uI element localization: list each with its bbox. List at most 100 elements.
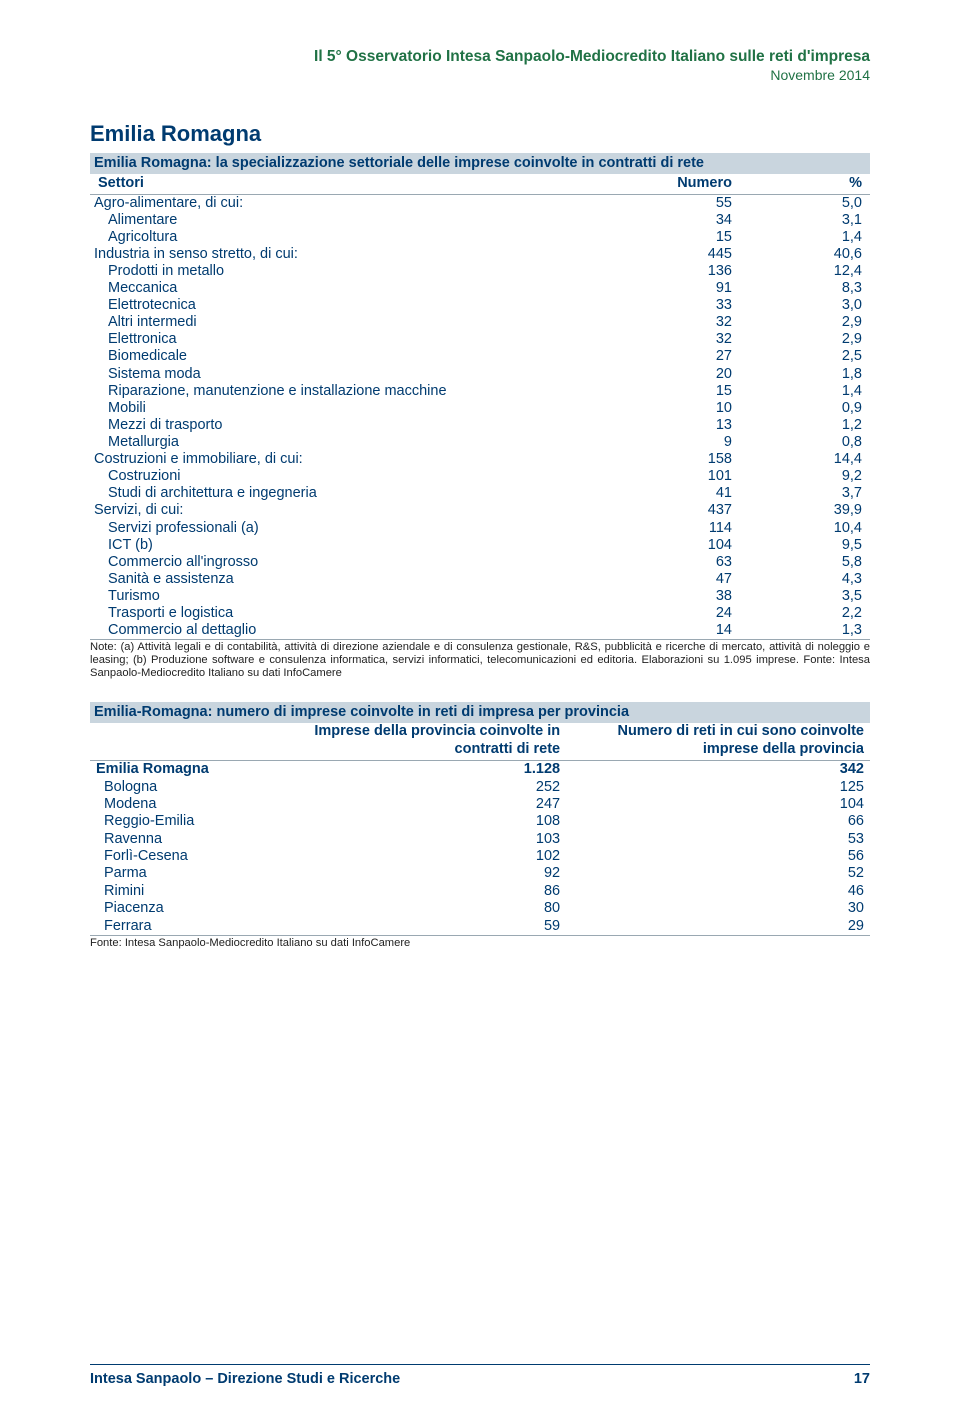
table-row: Meccanica918,3 [90,280,870,297]
row-label: Metallurgia [90,434,610,451]
row-percent: 1,8 [740,366,870,383]
row-label: Agricoltura [90,229,610,246]
row-label: Biomedicale [90,348,610,365]
footer: Intesa Sanpaolo – Direzione Studi e Rice… [90,1364,870,1387]
table1-note: Note: (a) Attività legali e di contabili… [90,641,870,680]
table-row: Bologna252125 [90,779,870,796]
table-row: Servizi, di cui:43739,9 [90,502,870,519]
table-row: Commercio all'ingrosso635,8 [90,554,870,571]
row-label: Mezzi di trasporto [90,417,610,434]
row-reti: 66 [566,813,870,830]
row-reti: 52 [566,865,870,882]
table-row: Forlì-Cesena10256 [90,848,870,865]
table2-header-row: Imprese della provincia coinvolte in con… [90,723,870,760]
row-label: Commercio al dettaglio [90,622,610,640]
row-reti: 29 [566,918,870,936]
row-numero: 47 [610,571,740,588]
table-row: Costruzioni1019,2 [90,468,870,485]
row-reti: 53 [566,831,870,848]
row-numero: 10 [610,400,740,417]
table1-header-row: Settori Numero % [90,174,870,194]
table-row: Ferrara5929 [90,918,870,936]
page-number: 17 [854,1371,870,1387]
row-percent: 1,4 [740,383,870,400]
table-row: Emilia Romagna1.128342 [90,761,870,779]
row-numero: 104 [610,537,740,554]
row-label: Industria in senso stretto, di cui: [90,246,610,263]
row-imprese: 92 [262,865,566,882]
table-row: Reggio-Emilia10866 [90,813,870,830]
t1-col-percent: % [740,174,870,194]
table-row: Biomedicale272,5 [90,348,870,365]
row-percent: 10,4 [740,520,870,537]
row-label: Ravenna [90,831,262,848]
row-numero: 38 [610,588,740,605]
row-label: Parma [90,865,262,882]
row-percent: 8,3 [740,280,870,297]
row-numero: 41 [610,485,740,502]
row-imprese: 247 [262,796,566,813]
header-date: Novembre 2014 [90,67,870,83]
row-numero: 15 [610,229,740,246]
row-label: Bologna [90,779,262,796]
table-row: Elettronica322,9 [90,331,870,348]
row-reti: 342 [566,761,870,779]
page: Il 5° Osservatorio Intesa Sanpaolo-Medio… [0,0,960,1421]
row-numero: 13 [610,417,740,434]
table-row: Modena247104 [90,796,870,813]
row-percent: 40,6 [740,246,870,263]
table2: Imprese della provincia coinvolte in con… [90,723,870,936]
table-row: Ravenna10353 [90,831,870,848]
row-label: Rimini [90,883,262,900]
row-numero: 27 [610,348,740,365]
running-header: Il 5° Osservatorio Intesa Sanpaolo-Medio… [90,48,870,83]
row-label: Commercio all'ingrosso [90,554,610,571]
table-row: Servizi professionali (a)11410,4 [90,520,870,537]
row-imprese: 1.128 [262,761,566,779]
row-label: ICT (b) [90,537,610,554]
section-title: Emilia Romagna [90,121,870,147]
row-reti: 46 [566,883,870,900]
row-percent: 14,4 [740,451,870,468]
table-row: Elettrotecnica333,0 [90,297,870,314]
table-row: Prodotti in metallo13612,4 [90,263,870,280]
table1-title: Emilia Romagna: la specializzazione sett… [90,153,870,174]
row-imprese: 59 [262,918,566,936]
table-row: Costruzioni e immobiliare, di cui:15814,… [90,451,870,468]
row-label: Altri intermedi [90,314,610,331]
row-numero: 24 [610,605,740,622]
row-percent: 0,8 [740,434,870,451]
table-row: Altri intermedi322,9 [90,314,870,331]
row-percent: 3,1 [740,212,870,229]
row-label: Servizi professionali (a) [90,520,610,537]
row-label: Turismo [90,588,610,605]
table2-note: Fonte: Intesa Sanpaolo-Mediocredito Ital… [90,937,870,950]
row-numero: 114 [610,520,740,537]
row-label: Sanità e assistenza [90,571,610,588]
row-numero: 437 [610,502,740,519]
row-label: Riparazione, manutenzione e installazion… [90,383,610,400]
row-label: Costruzioni e immobiliare, di cui: [90,451,610,468]
row-numero: 63 [610,554,740,571]
row-label: Elettrotecnica [90,297,610,314]
row-percent: 5,8 [740,554,870,571]
row-percent: 2,2 [740,605,870,622]
row-label: Costruzioni [90,468,610,485]
row-percent: 12,4 [740,263,870,280]
row-label: Emilia Romagna [90,761,262,779]
row-reti: 125 [566,779,870,796]
row-numero: 14 [610,622,740,640]
row-label: Ferrara [90,918,262,936]
row-numero: 445 [610,246,740,263]
t1-col-numero: Numero [610,174,740,194]
table-row: Piacenza8030 [90,900,870,917]
row-numero: 34 [610,212,740,229]
row-percent: 2,5 [740,348,870,365]
t2-col-blank [90,723,262,760]
row-label: Piacenza [90,900,262,917]
table-row: Mobili100,9 [90,400,870,417]
row-label: Alimentare [90,212,610,229]
t2-col-reti: Numero di reti in cui sono coinvolte imp… [566,723,870,760]
row-numero: 55 [610,194,740,212]
row-label: Agro-alimentare, di cui: [90,194,610,212]
